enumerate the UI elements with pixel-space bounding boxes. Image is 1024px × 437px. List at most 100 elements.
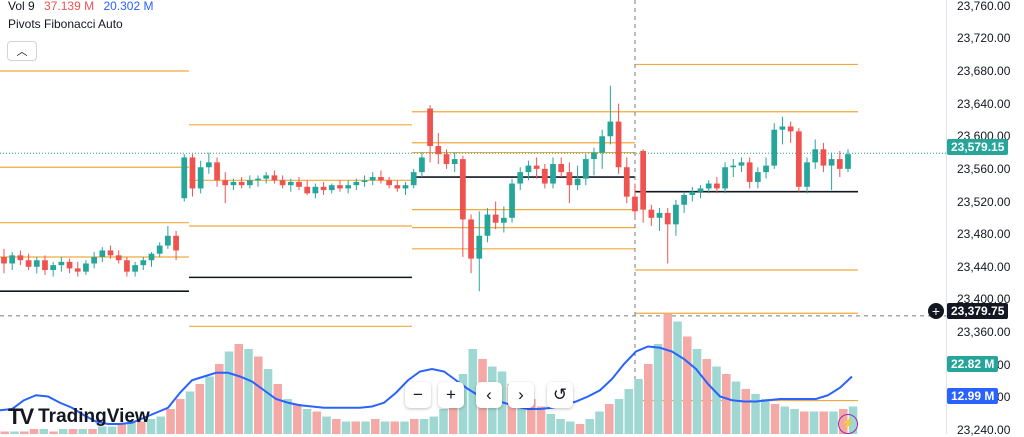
volume-bar xyxy=(78,429,88,434)
candle-body xyxy=(189,157,196,189)
candle-body xyxy=(656,212,663,218)
price-chart[interactable] xyxy=(0,0,946,434)
price-tick-label: 23,640.00 xyxy=(957,96,1011,111)
candle-body xyxy=(689,191,696,195)
volume-bar xyxy=(809,411,819,434)
volume-bar xyxy=(88,429,97,434)
candle-body xyxy=(156,245,163,254)
zoom-out-button[interactable]: − xyxy=(405,382,431,408)
candle-body xyxy=(419,157,425,173)
candle-body xyxy=(402,185,409,189)
volume-bar xyxy=(683,336,692,434)
candle-body xyxy=(337,185,343,189)
candle-body xyxy=(42,260,48,271)
volume-bar xyxy=(302,409,312,434)
candle-body xyxy=(165,235,171,246)
candle-body xyxy=(91,256,98,264)
pivots-legend-row[interactable]: Pivots Fibonacci Auto xyxy=(8,15,153,33)
candle-body xyxy=(746,162,753,182)
candle-body xyxy=(132,265,138,272)
volume-ma-value: 20.302 M xyxy=(103,0,154,13)
price-tick-label: 23,520.00 xyxy=(957,194,1011,209)
volume-bar xyxy=(137,421,146,434)
candle-body xyxy=(664,212,671,225)
volume-bar xyxy=(527,399,536,434)
volume-bar xyxy=(254,356,263,434)
candle-body xyxy=(214,162,220,181)
candle-body xyxy=(345,185,352,189)
tradingview-logo[interactable]: TV TradingView xyxy=(8,404,150,430)
pivot-lines xyxy=(0,63,946,402)
volume-bar xyxy=(712,366,721,434)
volume-bar xyxy=(800,411,809,434)
volume-bar xyxy=(98,426,107,434)
candle-body xyxy=(9,255,16,264)
candle-body xyxy=(66,261,73,269)
volume-bar xyxy=(263,369,273,434)
scroll-left-icon: ‹ xyxy=(486,385,492,404)
candle-body xyxy=(107,250,114,256)
chevron-up-icon: ︿ xyxy=(16,46,28,58)
volume-bar xyxy=(380,421,390,434)
candle-body xyxy=(238,181,245,186)
volume-bar xyxy=(702,359,712,434)
add-alert-plus-icon[interactable]: + xyxy=(928,303,944,319)
candle-body xyxy=(550,163,556,184)
reset-chart-button[interactable]: ↺ xyxy=(547,382,573,408)
candle-body xyxy=(222,180,229,186)
candle-body xyxy=(33,260,40,267)
candle-body xyxy=(828,159,835,166)
volume-bar xyxy=(780,406,790,434)
volume-bar xyxy=(751,394,760,434)
candle-body xyxy=(369,177,376,181)
candle-body xyxy=(615,121,622,168)
last-price-tag: 23,579.15 xyxy=(947,139,1009,155)
candle-body xyxy=(460,159,466,220)
volume-bar xyxy=(536,406,546,434)
volume-bar xyxy=(790,409,799,434)
volume-bar xyxy=(653,344,663,434)
zoom-in-button[interactable]: + xyxy=(438,382,464,408)
candle-body xyxy=(443,154,450,164)
volume-bar xyxy=(634,379,643,434)
volume-bar xyxy=(556,419,565,434)
zoom-out-icon: − xyxy=(413,385,423,404)
candle-body xyxy=(378,177,384,181)
volume-ma-line xyxy=(0,345,853,425)
candle-body xyxy=(99,250,106,257)
scroll-left-button[interactable]: ‹ xyxy=(476,382,502,408)
volume-bar xyxy=(107,426,117,434)
candle-body xyxy=(779,126,786,130)
price-tick-label: 23,760.00 xyxy=(957,0,1011,13)
tradingview-logo-icon: TV xyxy=(8,404,34,429)
candle-body xyxy=(124,260,130,272)
volume-bar xyxy=(185,391,195,434)
lightning-icon[interactable]: ⚡ xyxy=(838,414,858,434)
scroll-right-button[interactable]: › xyxy=(508,382,534,408)
candle-body xyxy=(804,162,810,187)
candle-body xyxy=(25,260,32,267)
candle-body xyxy=(722,167,728,189)
volume-legend-row[interactable]: Vol 9 37.139 M 20.302 M xyxy=(8,0,153,15)
candle-body xyxy=(681,194,687,205)
volume-bar xyxy=(741,389,751,434)
volume-bar xyxy=(244,349,253,434)
candle-body xyxy=(410,172,417,186)
candle-body xyxy=(730,165,737,168)
scroll-right-icon: › xyxy=(518,385,524,404)
volume-bar xyxy=(644,364,653,434)
volume-bar xyxy=(439,409,448,434)
price-tick-label: 23,440.00 xyxy=(957,259,1011,274)
volume-indicator-label: Vol 9 xyxy=(8,0,35,13)
volume-bar xyxy=(283,399,292,434)
collapse-legend-button[interactable]: ︿ xyxy=(7,41,37,61)
crosshair xyxy=(0,0,946,434)
volume-bar xyxy=(322,416,331,434)
candle-body xyxy=(673,204,679,225)
volume-bar xyxy=(146,419,156,434)
volume-bar xyxy=(39,429,49,434)
candle-body xyxy=(517,172,524,184)
price-tick-label: 23,560.00 xyxy=(957,161,1011,176)
volume-bar xyxy=(0,431,10,434)
candle-body xyxy=(836,159,843,169)
